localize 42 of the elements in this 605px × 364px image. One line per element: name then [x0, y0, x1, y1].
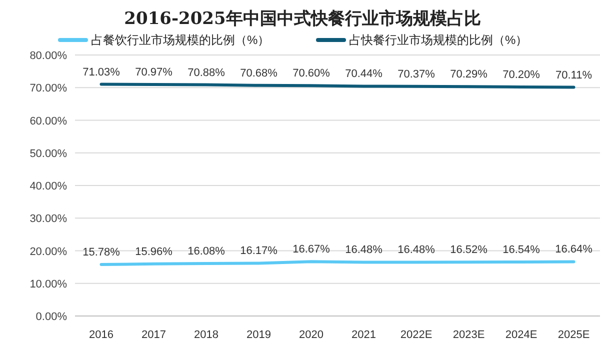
y-tick-label: 70.00% — [30, 82, 68, 95]
legend-label: 占餐饮行业市场规模的比例（%） — [91, 33, 270, 47]
data-label: 16.64% — [555, 244, 593, 256]
data-label: 70.88% — [188, 66, 226, 79]
data-label: 16.48% — [345, 244, 383, 256]
data-label: 70.20% — [502, 68, 540, 81]
data-label: 70.29% — [450, 68, 488, 81]
x-tick-label: 2021 — [352, 329, 376, 341]
x-tick-label: 2019 — [246, 329, 271, 341]
y-tick-label: 20.00% — [30, 246, 68, 258]
data-label: 71.03% — [82, 66, 120, 78]
data-label: 16.67% — [292, 244, 330, 256]
y-tick-label: 30.00% — [30, 213, 68, 226]
data-label: 16.48% — [398, 244, 436, 256]
y-tick-label: 50.00% — [30, 148, 68, 160]
x-tick-label: 2017 — [142, 329, 166, 341]
y-tick-label: 80.00% — [30, 50, 68, 62]
x-tick-label: 2020 — [299, 329, 324, 341]
data-label: 70.68% — [240, 67, 278, 80]
data-label: 15.96% — [135, 246, 173, 258]
x-tick-label: 2023E — [452, 329, 485, 341]
x-tick-label: 2022E — [400, 329, 432, 341]
data-label: 70.11% — [556, 69, 592, 82]
data-label: 70.44% — [345, 68, 383, 80]
y-tick-label: 60.00% — [30, 115, 68, 128]
y-tick-label: 40.00% — [30, 180, 68, 192]
data-label: 70.97% — [135, 66, 173, 78]
x-tick-label: 2024E — [505, 329, 538, 341]
x-tick-label: 2018 — [194, 329, 218, 341]
y-tick-label: 10.00% — [30, 278, 68, 290]
legend-label: 占快餐行业市场规模的比例（%） — [349, 33, 528, 47]
data-label: 16.17% — [240, 245, 278, 258]
x-tick-label: 2025E — [558, 329, 590, 341]
chart-title: 2016-2025年中国中式快餐行业市场规模占比 — [124, 9, 481, 29]
data-label: 15.78% — [82, 246, 120, 259]
y-tick-label: 0.00% — [36, 311, 68, 323]
data-label: 16.52% — [450, 244, 488, 256]
data-label: 16.54% — [502, 244, 540, 256]
data-label: 16.08% — [188, 246, 226, 258]
data-label: 70.37% — [398, 68, 436, 80]
x-tick-label: 2016 — [89, 329, 114, 341]
data-label: 70.60% — [292, 68, 330, 80]
